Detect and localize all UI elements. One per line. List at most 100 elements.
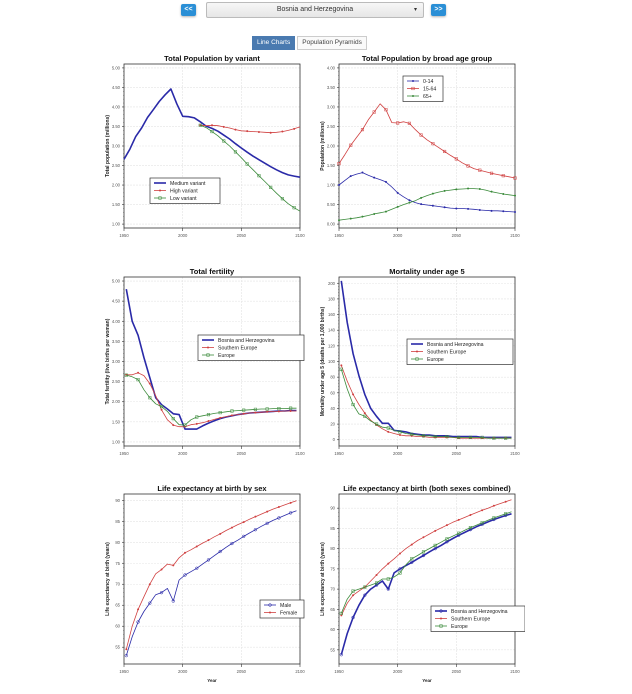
legend-label: 15-64 [423,87,436,93]
data-point [280,197,284,201]
x-tick-label: 2050 [237,233,247,238]
y-tick-label: 55 [115,645,120,650]
y-tick-label: 70 [330,587,335,592]
data-point [277,407,281,411]
data-point [372,110,376,114]
data-point [351,589,355,593]
x-tick-label: 2100 [295,233,305,238]
data-point [408,201,411,204]
data-point [410,432,414,436]
data-point [159,590,164,595]
data-point [501,174,505,178]
data-point [136,378,140,382]
legend-item: Southern Europe [202,346,257,352]
data-point [384,108,388,112]
data-point [277,410,280,413]
chart-life-expectancy-at-birth-by-sex: Life expectancy at birth by sex 55 60 65 70 7… [105,484,305,683]
data-point [352,594,355,597]
country-select-value: Bosnia and Herzegovina [276,6,354,13]
data-point [148,583,151,586]
data-point [338,219,340,222]
data-point [253,407,257,411]
series-0-14 [338,171,516,213]
data-point [257,174,261,178]
data-point [386,587,390,591]
y-tick-label: 120 [328,343,336,348]
x-tick-label: 2000 [178,451,188,456]
data-point [416,350,418,353]
data-point [184,551,187,554]
data-point [384,210,387,213]
y-tick-label: 65 [330,607,335,612]
data-point [246,130,249,133]
data-point [269,131,272,134]
legend-label: Male [280,603,291,609]
y-tick-label: 4.00 [327,65,336,70]
data-point [230,526,233,529]
data-point [443,149,447,154]
data-point [268,603,272,607]
data-point [410,557,414,561]
data-point [492,516,496,520]
y-tick-label: 80 [330,375,335,380]
y-tick-label: 180 [328,296,336,301]
y-tick-label: 70 [115,582,120,587]
data-point [396,205,399,208]
x-tick-label: 1950 [119,669,129,674]
data-point [481,509,484,512]
data-point [514,194,516,197]
data-point [206,558,211,562]
data-point [183,423,187,427]
y-tick-label: 1.00 [112,439,121,444]
y-tick-label: 75 [115,561,120,566]
data-point [254,411,257,414]
chart-title: Life expectancy at birth by sex [157,484,267,493]
data-point [288,511,293,515]
legend-item: Male [264,603,291,609]
data-point [222,125,225,128]
y-tick-label: 60 [330,627,335,632]
legend-label: Female [280,611,297,617]
series-line [338,103,516,179]
data-point [361,215,364,218]
data-point [183,573,187,577]
country-select[interactable]: Bosnia and Herzegovina ▾ [206,2,424,18]
y-tick-label: 85 [115,519,120,524]
y-tick-label: 55 [330,647,335,652]
tab-population-pyramids[interactable]: Population Pyramids [297,36,367,50]
data-point [431,204,434,207]
next-country-button[interactable]: >> [431,4,446,16]
data-point [281,130,284,133]
data-point [233,150,238,154]
legend-item: 15-64 [407,87,436,93]
data-point [467,207,470,210]
y-axis-label: Total population (millions) [105,115,111,177]
x-axis-label: Year [207,678,217,683]
previous-country-button[interactable]: << [181,4,196,16]
data-point [445,524,448,527]
legend-label: High variant [170,189,198,195]
y-tick-label: 4.00 [112,104,121,109]
data-point [514,210,516,213]
data-point [159,189,161,192]
data-point [363,414,367,418]
data-point [219,532,222,535]
data-point [136,620,140,624]
y-tick-label: 90 [115,498,120,503]
data-point [245,162,249,166]
data-point [219,416,222,419]
tab-line-charts[interactable]: Line Charts [252,36,296,50]
data-point [420,203,423,206]
data-point [206,413,211,417]
y-tick-label: 4.50 [112,85,121,90]
legend-label: 0-14 [423,79,433,85]
y-tick-label: 3.50 [112,124,121,129]
data-point [455,188,458,191]
plot-area [339,494,515,664]
data-point [195,415,199,419]
data-point [398,571,402,575]
legend-label: Low variant [170,196,197,202]
x-tick-label: 1950 [334,451,344,456]
data-point [292,206,296,210]
legend-label: Europe [218,353,235,359]
